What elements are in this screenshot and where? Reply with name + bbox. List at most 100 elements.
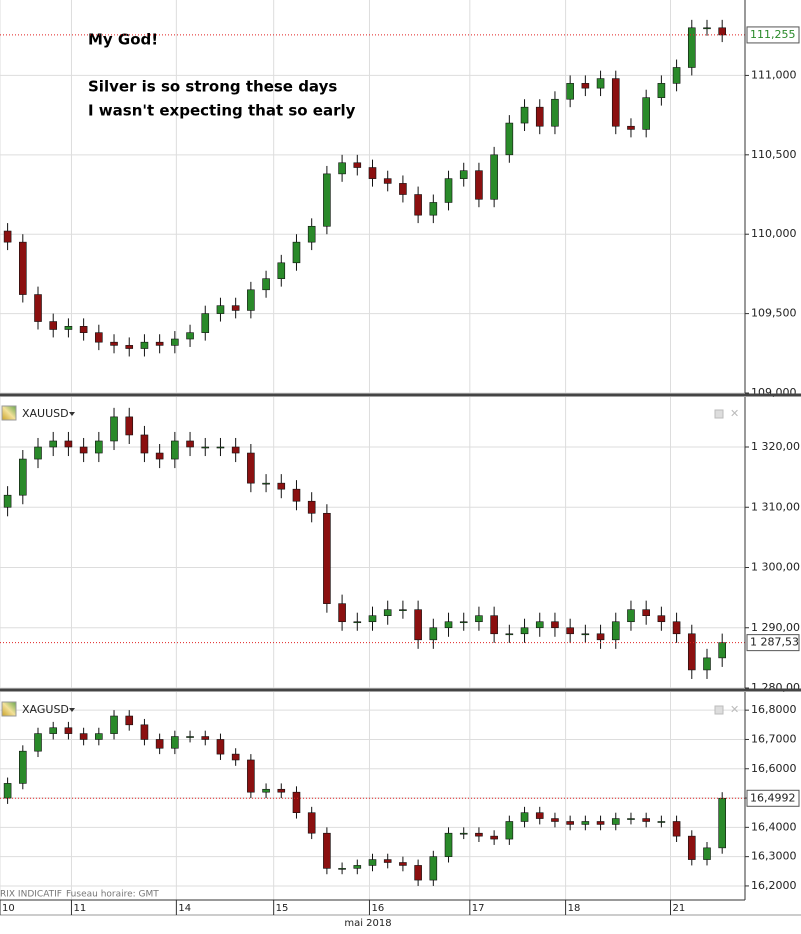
candle-body [171,440,179,460]
candle-body [110,715,118,734]
candle-body [596,78,605,89]
candle-body [323,512,331,604]
candle-body [657,83,666,98]
symbol-icon [1,405,17,421]
candle-body [718,642,726,659]
candle-body [657,615,666,623]
candle-body [475,832,483,837]
price-box [746,789,800,807]
candle-body [596,633,605,641]
y-tick-label: 16,8000 [751,703,797,716]
candle-body [262,788,270,793]
candle-body [687,633,696,671]
candle-body [627,125,635,130]
y-tick-label: 109,000 [751,386,797,399]
candle-body [459,832,468,835]
dropdown-arrow[interactable] [69,708,75,712]
candle-body [520,812,529,822]
candle-body [414,865,422,881]
y-tick-label: 1 290,00 [751,621,800,634]
candle-body [19,241,27,295]
candle-body [535,621,544,629]
dropdown-arrow[interactable] [69,412,75,416]
candle-body [535,106,544,127]
candle-body [703,847,711,860]
candle-body [551,818,559,822]
x-tick-label: 16 [371,903,384,914]
price-box [746,634,800,652]
x-tick-label: 21 [673,903,686,914]
candle-body [368,167,377,179]
pane-separator [0,393,801,397]
candle-body [414,194,422,216]
pane-close[interactable]: ✕ [730,407,739,420]
candle-body [79,326,88,333]
candle-body [368,859,377,866]
pane-button[interactable] [714,409,724,419]
candle-body [79,446,88,454]
y-tick-label: 1 320,00 [751,440,800,453]
candle-body [627,818,635,820]
candle-body [429,202,438,216]
pane-separator [0,688,801,692]
x-tick-label: 18 [568,903,581,914]
footer-timezone: Fuseau horaire: GMT [66,890,159,900]
x-tick-label: 17 [472,903,485,914]
x-tick-label: 10 [2,903,15,914]
candle-body [414,609,422,641]
candle-body [657,821,666,823]
pane-title[interactable]: XAGUSD [22,703,69,716]
pane-title[interactable]: XAUUSD [22,407,69,420]
candle-body [79,733,88,740]
candle-body [323,832,331,869]
candle-body [399,183,407,195]
candle-body [140,341,149,349]
candle-body [718,27,726,36]
candle-body [490,615,498,635]
candle-body [49,440,58,448]
pane-close[interactable]: ✕ [730,703,739,716]
candle-body [201,736,210,740]
candle-body [155,341,164,346]
y-tick-label: 109,500 [751,307,797,320]
candle-body [277,788,286,793]
candle-body [216,305,225,314]
candle-body [703,657,711,671]
candle-body [459,170,468,179]
candle-body [581,821,590,825]
candle-body [231,305,240,311]
candle-body [581,83,590,89]
candle-body [64,326,73,330]
candle-body [140,434,149,454]
candle-body [383,609,392,617]
candle-body [34,733,42,752]
candle-body [566,627,574,635]
candle-body [703,27,711,30]
candle-body [307,225,316,243]
candle-body [353,162,362,168]
candle-body [429,856,438,881]
candle-body [475,170,483,200]
candle-body [444,178,453,203]
y-tick-label: 16,3000 [751,850,797,863]
candle-body [672,821,681,837]
candle-body [338,868,346,870]
candle-body [125,345,134,349]
y-tick-label: 1 300,00 [751,561,800,574]
candle-body [323,173,331,227]
candle-body [95,332,103,343]
candle-body [353,865,362,869]
y-tick-label: 110,000 [751,227,797,240]
candle-body [262,278,270,291]
candle-body [505,122,514,156]
candle-body [277,262,286,279]
price-label: 111,255 [750,28,796,41]
price-box [746,26,800,44]
candle-body [247,452,255,484]
candle-body [520,627,529,635]
x-tick-label: 15 [276,903,289,914]
pane-button[interactable] [714,705,724,715]
candle-body [581,633,590,636]
